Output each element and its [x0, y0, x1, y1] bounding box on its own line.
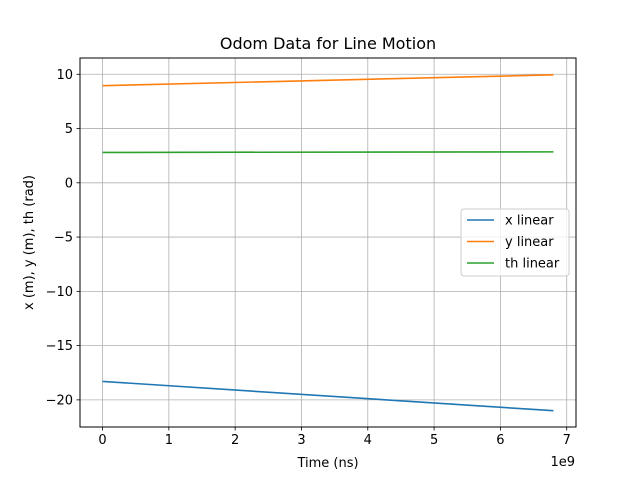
legend-label-y-linear: y linear [505, 235, 554, 250]
y-tick-label: 5 [65, 122, 73, 137]
y-tick-label: −10 [46, 285, 73, 300]
y-axis-label: x (m), y (m), th (rad) [22, 175, 37, 310]
x-offset-text: 1e9 [550, 455, 575, 470]
y-tick-label: 0 [65, 176, 73, 191]
y-tick-label: −5 [54, 231, 73, 246]
legend-label-x-linear: x linear [505, 214, 554, 229]
grid [80, 58, 576, 427]
x-tick-label: 2 [231, 433, 239, 448]
chart-title: Odom Data for Line Motion [220, 34, 436, 53]
axis-ticks: 0 1 2 3 4 5 6 7 −20 −15 −10 −5 0 5 10 [46, 68, 571, 448]
y-tick-label: −15 [46, 339, 73, 354]
legend: x linear y linear th linear [460, 208, 570, 277]
x-tick-label: 1 [165, 433, 173, 448]
series-line-y-linear [102, 74, 554, 87]
x-tick-label: 3 [297, 433, 305, 448]
y-tick-label: −20 [46, 393, 73, 408]
x-axis-label: Time (ns) [296, 456, 358, 471]
x-tick-label: 5 [430, 433, 438, 448]
plot-frame [79, 57, 577, 428]
x-tick-label: 7 [563, 433, 571, 448]
series-line-x-linear [102, 380, 554, 412]
x-tick-label: 6 [496, 433, 504, 448]
x-tick-label: 0 [98, 433, 106, 448]
series-lines [102, 74, 554, 412]
x-tick-label: 4 [364, 433, 372, 448]
legend-box [460, 208, 570, 277]
legend-label-th-linear: th linear [505, 257, 560, 272]
series-line-th-linear [102, 151, 554, 154]
y-tick-label: 10 [56, 68, 73, 83]
